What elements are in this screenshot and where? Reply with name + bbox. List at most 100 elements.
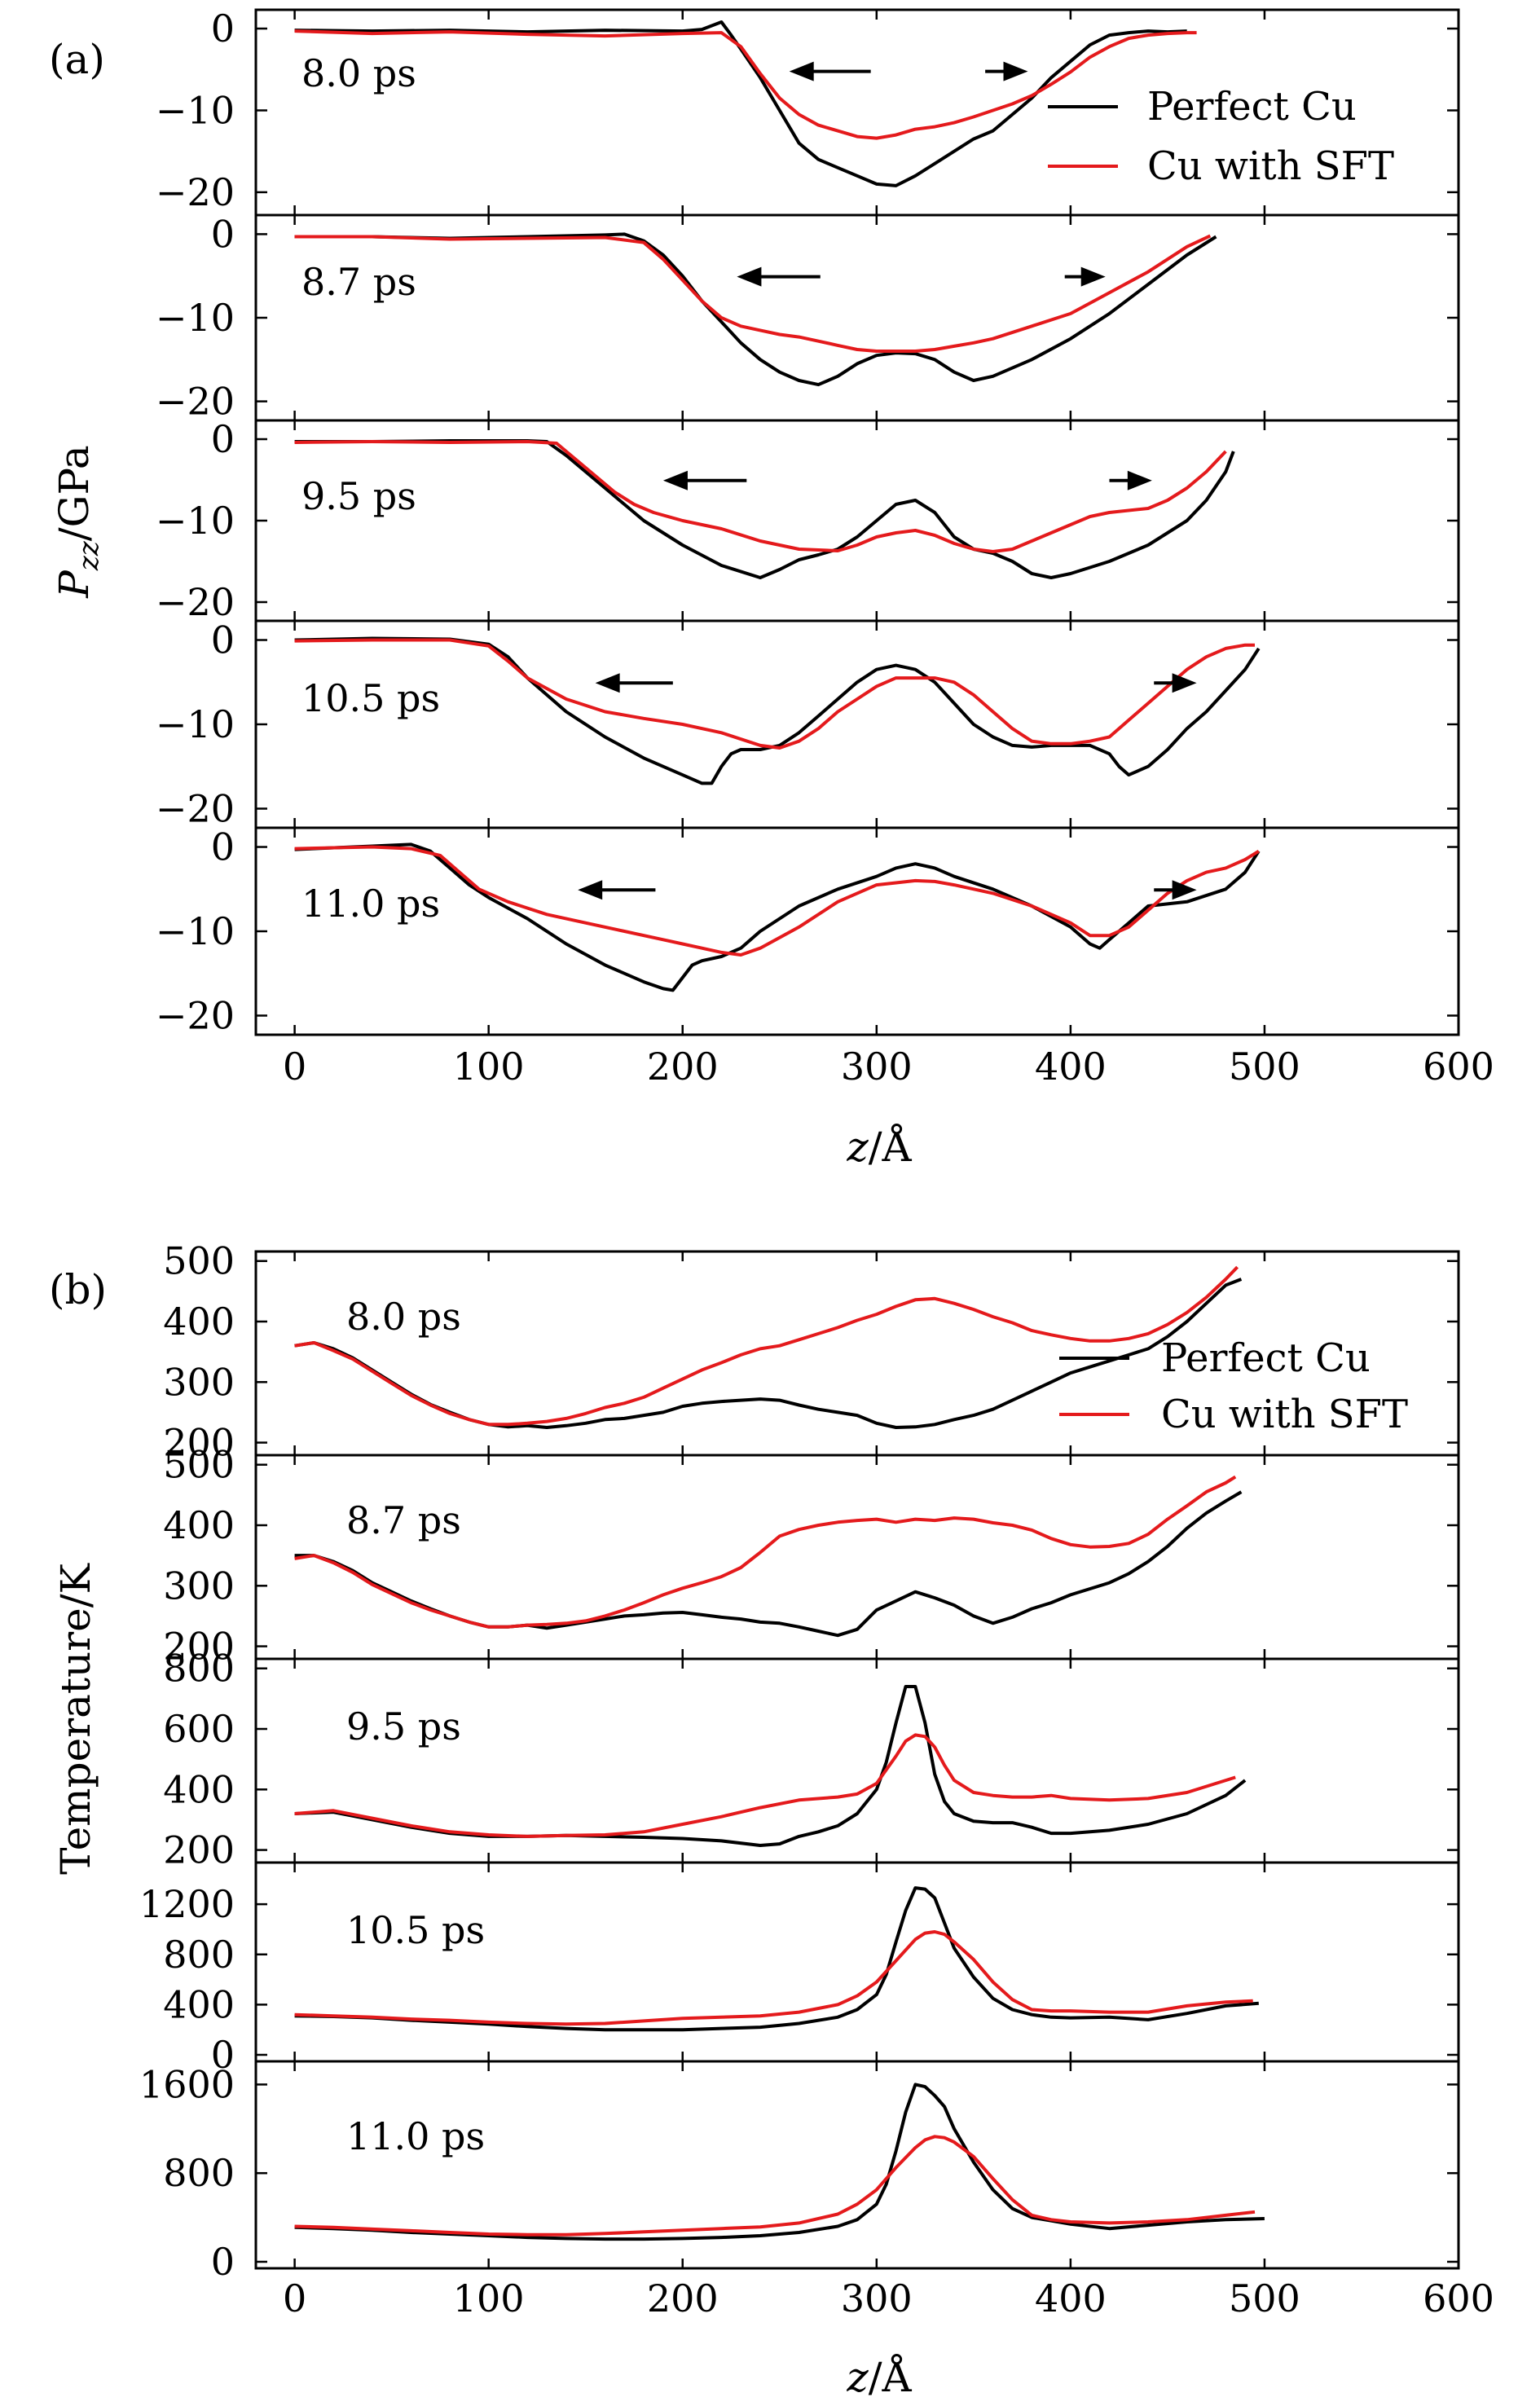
y-tick-label: 800	[163, 1933, 235, 1977]
y-tick-label: −20	[156, 380, 235, 424]
figure-a-xlabel: z/Å	[846, 1123, 912, 1171]
y-tick-label: 200	[163, 1828, 235, 1872]
y-tick-label: −20	[156, 786, 235, 830]
arrow-head	[789, 61, 814, 81]
panel-time-label: 9.5 ps	[301, 474, 416, 518]
arrow-head	[1003, 61, 1028, 81]
arrow-head	[1172, 880, 1197, 900]
arrow-head	[737, 266, 762, 287]
panel-b-3: 200 400 600 800 9.5 ps	[163, 1647, 1460, 1872]
panel-time-label: 8.0 ps	[301, 51, 416, 95]
panel-frame	[254, 1861, 1460, 2063]
series-line-cu-with-sft	[294, 1930, 1253, 2026]
figure-a-panels: 0 −10 −20 8.0 ps 0 −10 −20 8.7 ps 0 −10 −20 9.5 ps 0…	[156, 7, 1494, 1089]
y-tick-label: 400	[163, 1300, 235, 1344]
arrow-head	[662, 470, 688, 490]
series-line-perfect-cu	[294, 1886, 1259, 2032]
y-tick-label: 0	[211, 2240, 235, 2284]
series-line-perfect-cu	[294, 439, 1235, 579]
x-tick-label: 600	[1423, 2276, 1494, 2320]
y-tick-label: 200	[163, 1421, 235, 1465]
x-tick-label: 0	[283, 2276, 306, 2320]
y-tick-label: 200	[163, 1625, 235, 1669]
series-line-cu-with-sft	[294, 2135, 1256, 2237]
series-line-cu-with-sft	[294, 29, 1197, 140]
arrow-head	[1080, 266, 1106, 287]
x-tick-label: 400	[1035, 2276, 1107, 2320]
x-tick-label: 100	[453, 2276, 525, 2320]
series-line-perfect-cu	[294, 232, 1217, 387]
series-line-perfect-cu	[294, 636, 1261, 785]
series-line-perfect-cu	[294, 2083, 1265, 2241]
x-tick-label: 600	[1423, 1045, 1494, 1089]
panel-b-4: 0 400 800 1200 10.5 ps	[139, 1861, 1460, 2077]
panel-time-label: 8.7 ps	[301, 260, 416, 304]
figure-a-ylabel: Pzz/GPa	[51, 445, 105, 598]
y-tick-label: 600	[163, 1707, 235, 1751]
x-tick-label: 200	[647, 1045, 719, 1089]
series-line-cu-with-sft	[294, 845, 1260, 957]
panel-time-label: 11.0 ps	[346, 2114, 485, 2158]
x-tick-label: 300	[841, 2276, 913, 2320]
arrow-head	[1127, 470, 1152, 490]
panel-a-4: 0 −10 −20 10.5 ps	[156, 618, 1460, 830]
panel-time-label: 10.5 ps	[301, 676, 440, 720]
panel-time-label: 8.7 ps	[346, 1498, 461, 1542]
x-tick-label: 100	[453, 1045, 525, 1089]
panel-a-3: 0 −10 −20 9.5 ps	[156, 417, 1460, 624]
series-line-cu-with-sft	[294, 234, 1212, 353]
panel-b-2: 200 300 400 500 8.7 ps	[163, 1443, 1460, 1669]
figure-a-label: (a)	[49, 36, 105, 83]
panel-a-2: 0 −10 −20 8.7 ps	[156, 212, 1460, 424]
x-tick-label: 300	[841, 1045, 913, 1089]
panel-frame	[254, 826, 1460, 1036]
y-tick-label: −10	[156, 909, 235, 953]
panel-frame	[254, 213, 1460, 422]
figure-b: (b) Temperature/K z/Å Perfect Cu Cu with…	[49, 1239, 1494, 2401]
y-tick-label: 300	[163, 1360, 235, 1404]
figure-b-panels: 200 300 400 500 8.0 ps 200 300 400 500 8.7 ps 200 4…	[139, 1239, 1494, 2320]
y-tick-label: 400	[163, 1503, 235, 1547]
y-tick-label: −10	[156, 88, 235, 132]
y-tick-label: 0	[211, 618, 235, 662]
figure-b-ylabel: Temperature/K	[52, 1562, 99, 1874]
series-line-cu-with-sft	[294, 1265, 1239, 1427]
x-tick-label: 500	[1229, 1045, 1300, 1089]
panel-time-label: 8.0 ps	[346, 1295, 461, 1339]
legend-b-perfect-label: Perfect Cu	[1161, 1335, 1371, 1381]
panel-frame	[254, 419, 1460, 622]
x-tick-label: 500	[1229, 2276, 1300, 2320]
y-tick-label: 500	[163, 1239, 235, 1283]
x-tick-label: 400	[1035, 1045, 1107, 1089]
y-tick-label: 0	[211, 7, 235, 51]
panel-a-1: 0 −10 −20 8.0 ps	[156, 7, 1460, 217]
x-tick-label: 0	[283, 1045, 306, 1089]
figure-b-xlabel: z/Å	[846, 2353, 912, 2401]
series-line-perfect-cu	[294, 20, 1187, 187]
panel-time-label: 9.5 ps	[346, 1704, 461, 1748]
arrow-head	[578, 880, 603, 900]
y-tick-label: 800	[163, 2151, 235, 2195]
x-tick-label: 200	[647, 2276, 719, 2320]
y-tick-label: 0	[211, 2033, 235, 2077]
y-tick-label: 500	[163, 1443, 235, 1487]
legend-a-perfect-label: Perfect Cu	[1147, 84, 1357, 130]
y-tick-label: −20	[156, 580, 235, 624]
legend-a-sft-label: Cu with SFT	[1147, 143, 1394, 189]
figure-a: (a) Pzz/GPa z/Å Perfect Cu Cu with SFT 0…	[49, 7, 1494, 1171]
series-line-perfect-cu	[294, 842, 1261, 992]
figure-b-label: (b)	[49, 1266, 107, 1313]
y-tick-label: 0	[211, 825, 235, 869]
y-tick-label: −20	[156, 993, 235, 1037]
series-line-cu-with-sft	[294, 638, 1255, 750]
panel-a-5: 0 −10 −20 11.0 ps	[156, 825, 1460, 1037]
panel-frame	[254, 619, 1460, 829]
series-line-cu-with-sft	[294, 1475, 1237, 1629]
y-tick-label: 0	[211, 417, 235, 461]
arrow-head	[1172, 673, 1197, 693]
y-tick-label: 0	[211, 212, 235, 256]
y-tick-label: −10	[156, 702, 235, 746]
series-line-cu-with-sft	[294, 1733, 1236, 1838]
y-tick-label: 800	[163, 1647, 235, 1691]
